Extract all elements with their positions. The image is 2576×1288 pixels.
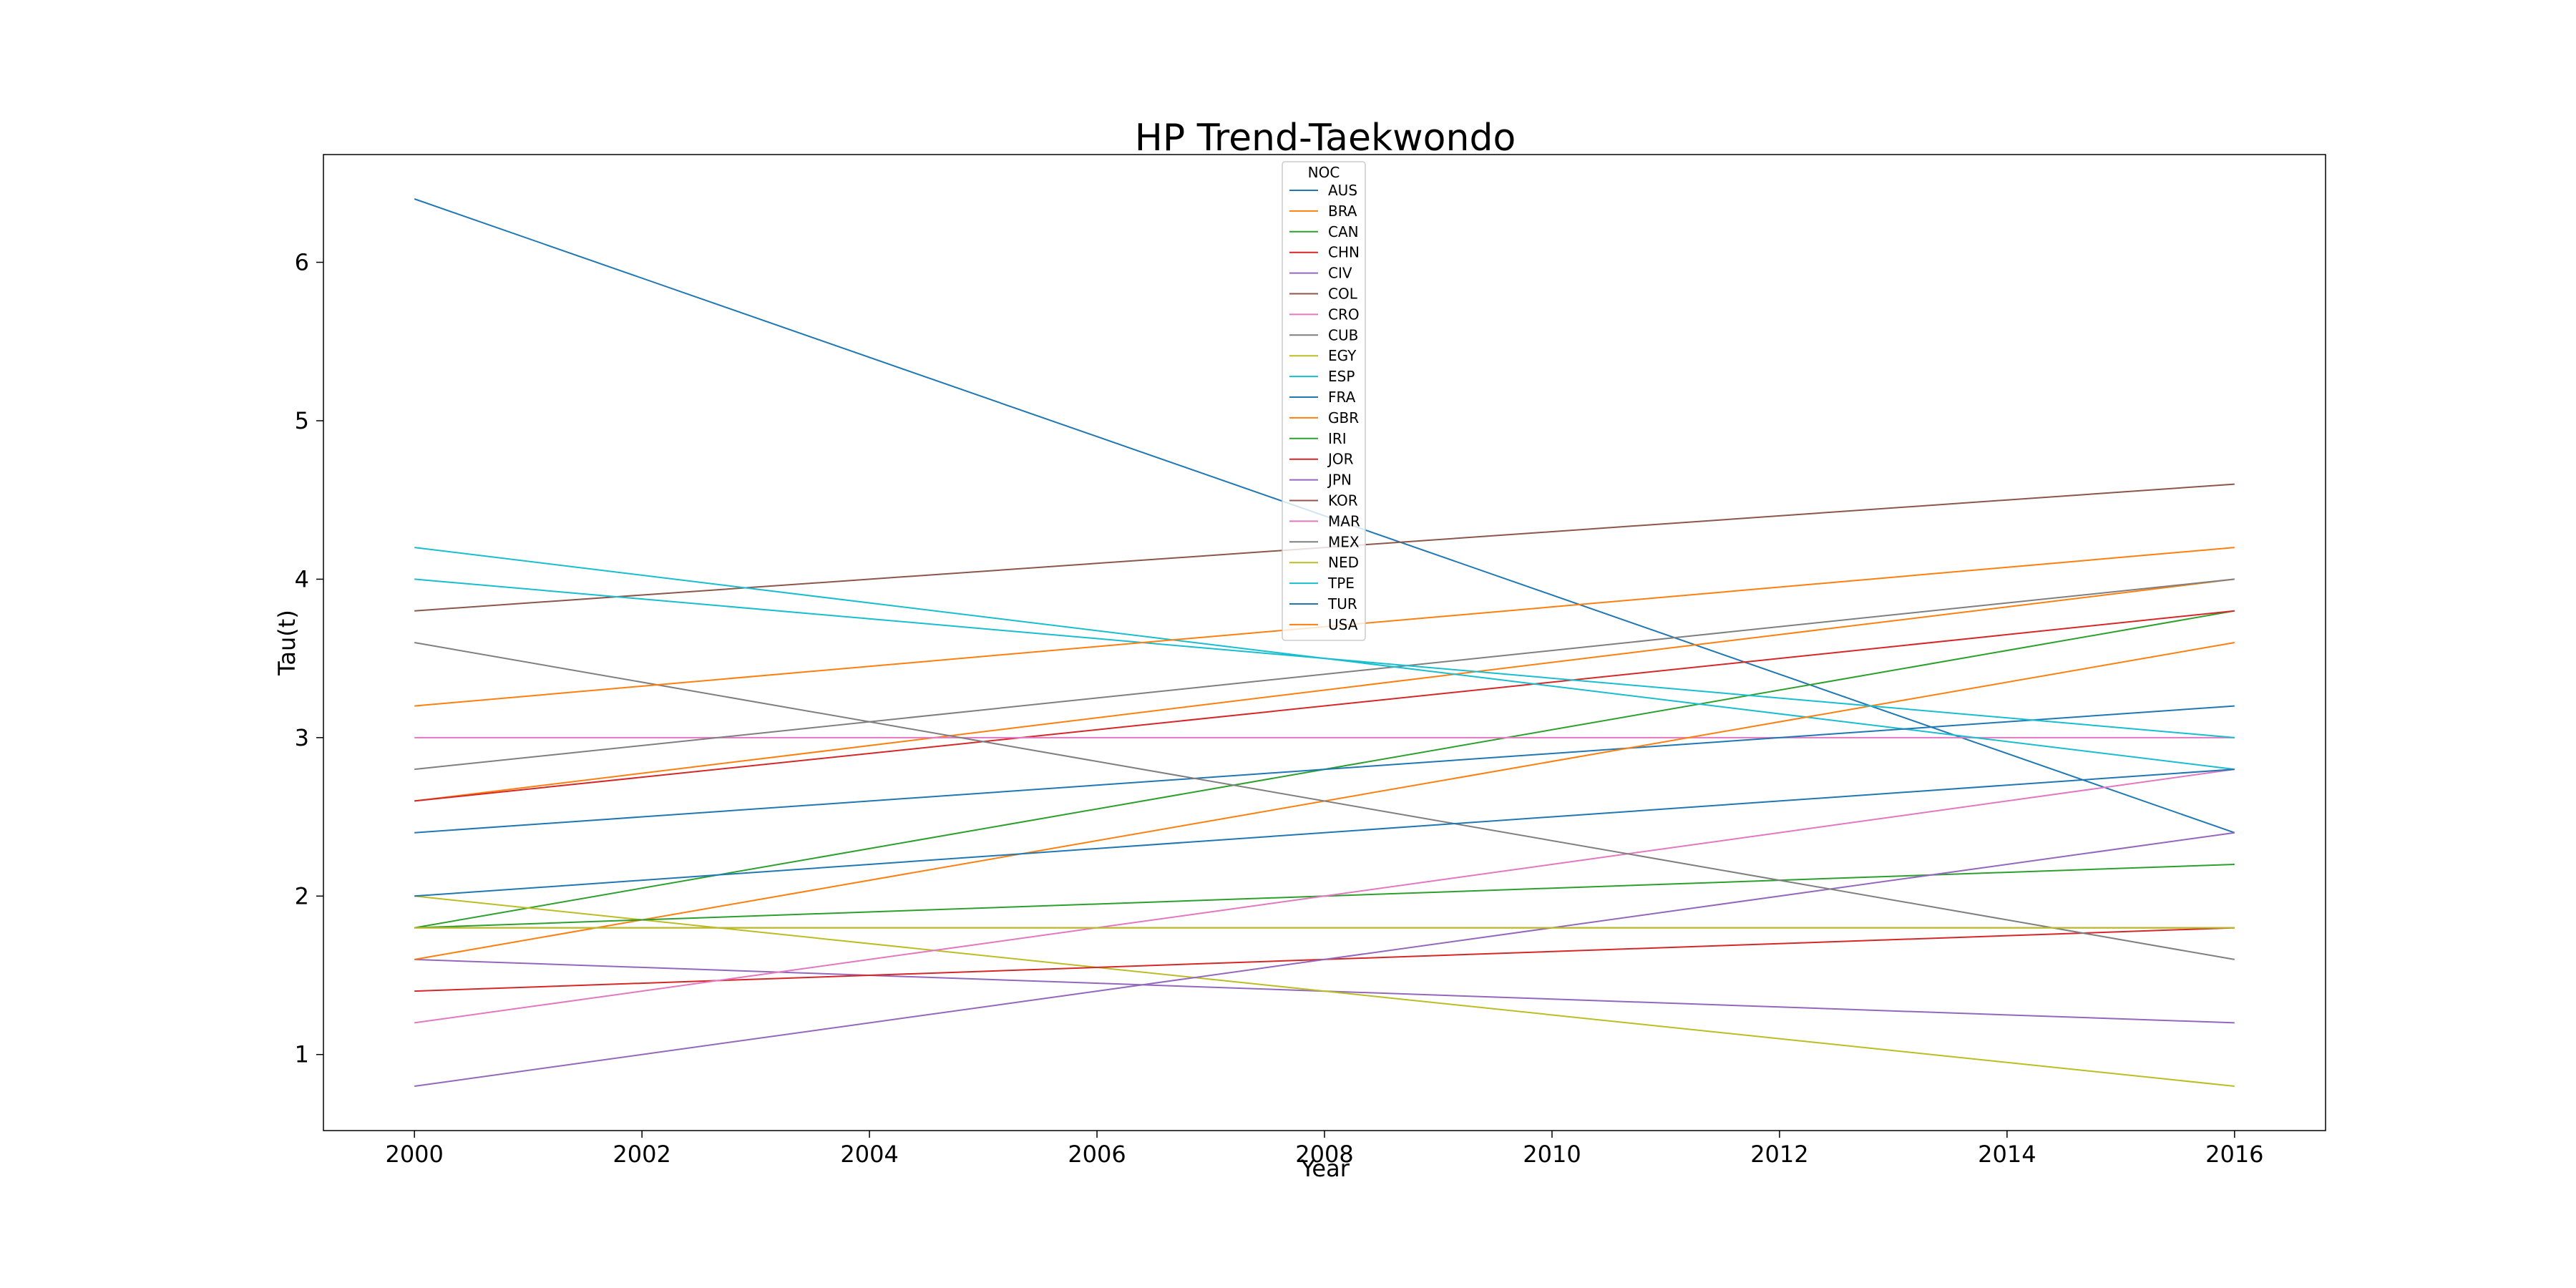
x-tick-label: 2000 [385, 1141, 443, 1168]
series-line-mex [414, 642, 2235, 960]
legend-label-bra: BRA [1328, 203, 1357, 220]
series-line-fra [414, 705, 2235, 834]
y-tick-label: 2 [295, 882, 309, 909]
y-axis: 1 2 3 4 5 6 [295, 249, 323, 1068]
legend: NOC AUS BRA CAN CHN CIV COL CRO CUB EGY ESP FRA GBR… [1282, 161, 1366, 641]
x-tick-label: 2004 [840, 1141, 898, 1168]
x-tick-label: 2006 [1068, 1141, 1126, 1168]
y-tick-label: 5 [295, 407, 309, 434]
legend-label-can: CAN [1328, 223, 1359, 240]
legend-label-col: COL [1328, 286, 1358, 303]
series-line-tur [414, 769, 2235, 897]
x-tick-label: 2012 [1750, 1141, 1808, 1168]
legend-label-jor: JOR [1327, 451, 1354, 468]
legend-label-iri: IRI [1328, 430, 1347, 447]
x-tick-label: 2002 [613, 1141, 670, 1168]
chart-title: HP Trend-Taekwondo [1135, 117, 1516, 160]
y-tick-label: 6 [295, 249, 309, 276]
legend-label-civ: CIV [1328, 265, 1352, 282]
legend-label-chn: CHN [1328, 244, 1360, 261]
legend-label-tur: TUR [1327, 595, 1357, 613]
legend-label-tpe: TPE [1327, 575, 1355, 592]
legend-label-ned: NED [1328, 554, 1359, 571]
series-line-chn [414, 610, 2235, 802]
x-tick-label: 2008 [1295, 1141, 1353, 1168]
x-tick-label: 2010 [1523, 1141, 1581, 1168]
legend-label-gbr: GBR [1328, 409, 1359, 426]
y-tick-label: 1 [295, 1041, 309, 1068]
legend-label-cub: CUB [1328, 326, 1358, 343]
x-axis-label: Year [1300, 1155, 1350, 1182]
legend-label-cro: CRO [1328, 306, 1360, 323]
legend-label-esp: ESP [1328, 368, 1355, 385]
x-tick-label: 2014 [1978, 1141, 2036, 1168]
y-tick-label: 4 [295, 565, 309, 592]
x-axis: 2000 2002 2004 2006 2008 2010 2012 2014 2016 [385, 1131, 2264, 1168]
series-line-cub [414, 578, 2235, 771]
legend-label-jpn: JPN [1327, 472, 1352, 489]
legend-label-mar: MAR [1328, 512, 1360, 530]
legend-label-egy: EGY [1328, 347, 1357, 364]
y-tick-label: 3 [295, 724, 309, 751]
legend-label-mex: MEX [1328, 533, 1360, 550]
legend-label-usa: USA [1328, 616, 1358, 633]
series-line-bra [414, 578, 2235, 802]
legend-label-kor: KOR [1328, 492, 1358, 509]
x-tick-label: 2016 [2205, 1141, 2263, 1168]
legend-label-fra: FRA [1328, 389, 1356, 406]
series-line-jpn [414, 831, 2235, 1087]
legend-title: NOC [1308, 164, 1340, 181]
legend-label-aus: AUS [1328, 182, 1357, 199]
y-axis-label: Tau(t) [273, 610, 301, 676]
series-line-mar [414, 769, 2235, 1024]
series-line-tpe [414, 578, 2235, 738]
